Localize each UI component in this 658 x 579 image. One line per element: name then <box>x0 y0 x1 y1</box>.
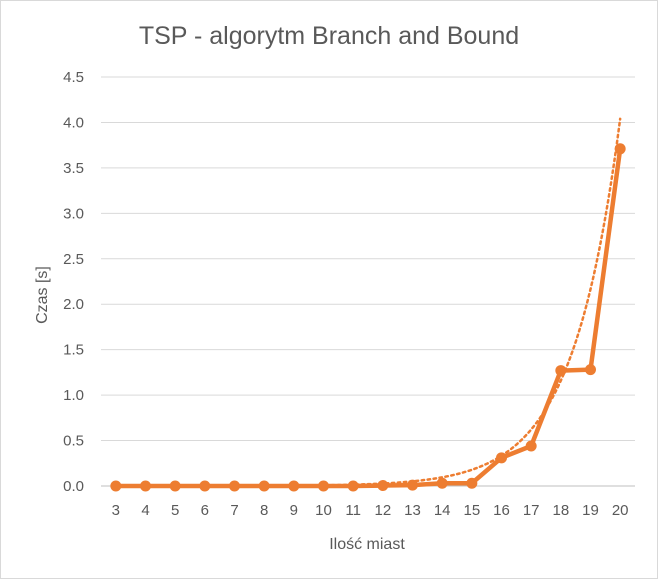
x-tick-label: 14 <box>434 502 451 519</box>
x-tick-label: 18 <box>552 502 569 519</box>
data-point <box>525 440 537 452</box>
y-tick-label: 2.5 <box>63 251 84 268</box>
data-point <box>347 480 359 492</box>
gridlines <box>101 76 635 442</box>
data-point <box>614 143 626 155</box>
data-point <box>436 477 448 489</box>
x-tick-label: 6 <box>201 502 209 519</box>
data-point <box>377 480 389 492</box>
y-tick-label: 0.0 <box>63 478 84 495</box>
x-tick-labels: 3 4 5 6 7 8 9 10 11 12 13 14 15 16 17 18 19 20 <box>112 502 629 519</box>
x-tick-label: 10 <box>315 502 332 519</box>
data-point <box>555 365 567 377</box>
data-point <box>140 480 151 492</box>
x-tick-label: 12 <box>374 502 391 519</box>
y-tick-label: 3.5 <box>63 160 84 177</box>
x-tick-label: 20 <box>612 502 629 519</box>
data-point <box>407 479 418 491</box>
x-tick-label: 16 <box>493 502 510 519</box>
x-axis-label: Ilość miast <box>329 536 405 553</box>
x-tick-label: 13 <box>404 502 421 519</box>
x-tick-label: 11 <box>345 502 361 519</box>
data-point <box>199 480 211 492</box>
y-tick-label: 3.0 <box>63 205 84 222</box>
x-tick-label: 7 <box>230 502 238 519</box>
data-point <box>229 480 240 492</box>
x-tick-label: 5 <box>171 502 179 519</box>
y-tick-label: 0.5 <box>63 433 84 450</box>
data-point <box>258 480 270 492</box>
y-tick-labels: 0.0 0.5 1.0 1.5 2.0 2.5 3.0 3.5 4.0 4.5 <box>63 69 84 495</box>
y-axis-label: Czas [s] <box>34 266 51 324</box>
y-tick-label: 1.0 <box>63 387 84 404</box>
chart-title: TSP - algorytm Branch and Bound <box>139 22 519 50</box>
data-point <box>169 480 181 492</box>
y-tick-label: 4.0 <box>63 114 84 131</box>
y-tick-label: 2.0 <box>63 296 84 313</box>
x-tick-label: 15 <box>463 502 480 519</box>
y-tick-label: 4.5 <box>63 69 84 86</box>
x-tick-label: 9 <box>290 502 298 519</box>
data-point <box>110 480 122 492</box>
data-point <box>318 480 329 492</box>
data-point <box>466 477 478 489</box>
x-tick-label: 4 <box>141 502 149 519</box>
data-point <box>288 480 300 492</box>
series-markers <box>110 143 626 492</box>
x-tick-label: 17 <box>523 502 540 519</box>
data-point <box>496 452 507 464</box>
y-tick-label: 1.5 <box>63 342 84 359</box>
x-tick-label: 8 <box>260 502 268 519</box>
x-tick-label: 19 <box>582 502 599 519</box>
x-tick-label: 3 <box>112 502 120 519</box>
data-point <box>585 364 596 376</box>
